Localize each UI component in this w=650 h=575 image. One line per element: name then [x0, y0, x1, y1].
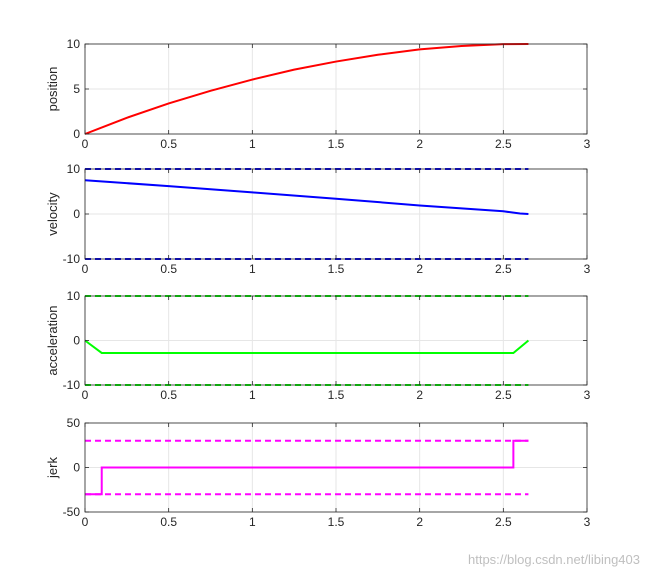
x-tick-label: 2	[416, 388, 423, 402]
y-tick-label: 50	[67, 416, 81, 430]
y-tick-label: 10	[67, 162, 81, 176]
x-tick-label: 3	[584, 388, 591, 402]
x-tick-label: 2.5	[495, 262, 512, 276]
y-tick-label: 0	[73, 207, 80, 221]
y-axis-label: jerk	[45, 457, 60, 479]
x-tick-label: 2	[416, 515, 423, 529]
x-tick-label: 3	[584, 515, 591, 529]
x-tick-label: 1.5	[328, 515, 345, 529]
y-tick-label: 5	[73, 82, 80, 96]
x-tick-label: 0.5	[160, 388, 177, 402]
x-tick-label: 2.5	[495, 515, 512, 529]
y-tick-label: -50	[63, 505, 81, 519]
y-axis-label: position	[45, 67, 60, 112]
x-tick-label: 2	[416, 137, 423, 151]
y-axis-label: velocity	[45, 192, 60, 236]
x-tick-label: 1	[249, 262, 256, 276]
y-tick-label: 0	[73, 461, 80, 475]
series-line-velocity-0	[84, 179, 529, 215]
subplot-position: 0 0.5 1 1.5 2 2.5 3 0 5 10 position	[45, 37, 591, 151]
y-tick-label: -10	[63, 252, 81, 266]
x-tick-label: 2.5	[495, 388, 512, 402]
y-tick-label: 10	[67, 37, 81, 51]
y-tick-label: 0	[73, 127, 80, 141]
x-tick-label: 1.5	[328, 137, 345, 151]
watermark: https://blog.csdn.net/libing403	[467, 552, 640, 567]
x-tick-label: 3	[584, 262, 591, 276]
y-tick-label: -10	[63, 378, 81, 392]
x-tick-label: 0.5	[160, 137, 177, 151]
x-tick-label: 0	[82, 262, 89, 276]
series-line-position-0	[84, 43, 529, 135]
x-tick-label: 0.5	[160, 262, 177, 276]
x-tick-label: 1	[249, 388, 256, 402]
x-tick-label: 0	[82, 515, 89, 529]
x-tick-label: 3	[584, 137, 591, 151]
x-tick-label: 2.5	[495, 137, 512, 151]
x-tick-label: 0	[82, 137, 89, 151]
y-axis-label: acceleration	[45, 305, 60, 375]
x-tick-label: 0.5	[160, 515, 177, 529]
y-tick-label: 10	[67, 289, 81, 303]
x-tick-label: 1	[249, 137, 256, 151]
series-line-acceleration-0	[84, 339, 530, 354]
x-tick-label: 1.5	[328, 262, 345, 276]
x-tick-label: 1	[249, 515, 256, 529]
x-tick-label: 1.5	[328, 388, 345, 402]
y-tick-label: 0	[73, 334, 80, 348]
x-tick-label: 2	[416, 262, 423, 276]
x-tick-label: 0	[82, 388, 89, 402]
